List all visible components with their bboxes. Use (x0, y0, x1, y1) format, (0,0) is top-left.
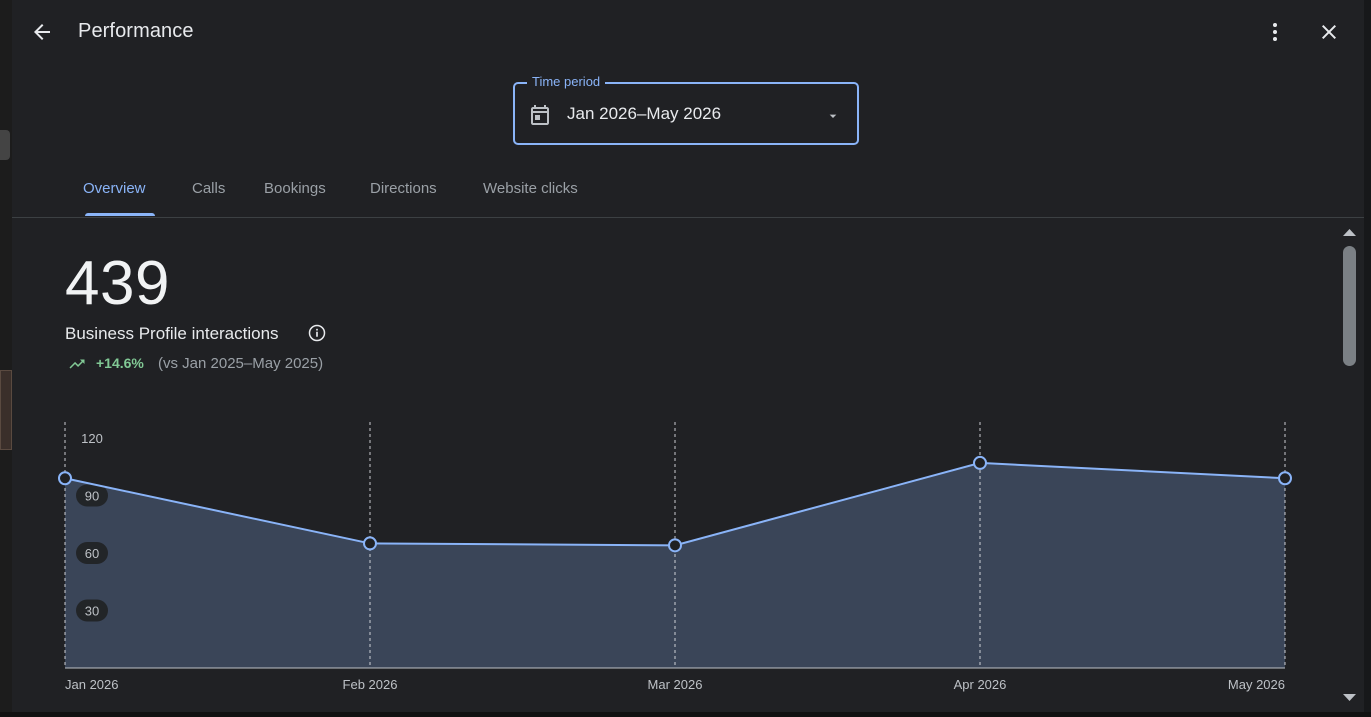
x-tick-label: May 2026 (1228, 677, 1285, 692)
arrow-back-icon (34, 24, 50, 40)
data-point (1278, 471, 1292, 486)
performance-dialog: Performance Time period Jan 2026–May 202… (12, 0, 1364, 712)
scroll-up-arrow-icon[interactable] (1335, 222, 1364, 242)
y-tick-label: 90 (85, 489, 99, 504)
change-percent: +14.6% (96, 355, 144, 371)
y-tick-label-bg (76, 484, 108, 507)
tab-calls[interactable]: Calls (192, 180, 226, 197)
y-tick-label: 60 (85, 546, 99, 561)
active-tab-indicator (85, 213, 155, 216)
tab-directions[interactable]: Directions (370, 180, 437, 197)
trending-up-icon (69, 359, 85, 369)
more-vert-icon (1273, 23, 1277, 41)
y-tick-label: 30 (85, 604, 99, 619)
time-period-label: Time period (527, 74, 606, 89)
comparison-period: (vs Jan 2025–May 2025) (158, 355, 324, 372)
back-button[interactable] (22, 12, 62, 52)
area-fill (65, 462, 1285, 668)
data-point (973, 455, 987, 470)
background-element (0, 130, 10, 160)
data-point (668, 538, 682, 553)
x-tick-label: Feb 2026 (343, 677, 398, 692)
close-icon (1322, 25, 1336, 39)
time-period-value: Jan 2026–May 2026 (567, 104, 722, 123)
y-tick-label-bg (76, 599, 108, 622)
overview-panel: 439 Business Profile interactions +14.6%… (12, 218, 1334, 712)
tabs-divider (12, 217, 1364, 218)
more-options-button[interactable] (1255, 12, 1295, 52)
scrollbar[interactable] (1335, 218, 1364, 712)
x-tick-label: Apr 2026 (954, 677, 1007, 692)
calendar-icon (531, 105, 549, 125)
background-app-edge (0, 0, 12, 717)
dialog-header: Performance (12, 0, 1364, 64)
interactions-chart: 120 90 60 30 Jan 2026 Feb 2026 Mar 2026 Apr 202… (58, 422, 1292, 692)
y-tick-label: 120 (81, 431, 103, 446)
scroll-down-arrow-icon[interactable] (1335, 688, 1364, 708)
interactions-total: 439 (65, 249, 170, 318)
tab-overview[interactable]: Overview (83, 180, 146, 197)
page-title: Performance (78, 20, 194, 42)
tab-bookings[interactable]: Bookings (264, 180, 326, 197)
y-tick-label-bg (76, 542, 108, 564)
tab-website-clicks[interactable]: Website clicks (483, 180, 578, 197)
data-point (58, 471, 72, 486)
x-tick-label: Mar 2026 (648, 677, 703, 692)
info-icon[interactable] (307, 323, 327, 343)
background-taskbar-edge (0, 712, 1371, 717)
x-tick-label: Jan 2026 (65, 677, 119, 692)
time-period-select[interactable]: Time period Jan 2026–May 2026 (513, 74, 859, 145)
background-element (0, 370, 12, 450)
arrow-drop-down-icon (829, 114, 837, 118)
metric-label: Business Profile interactions (65, 324, 279, 343)
data-point (363, 536, 377, 551)
scroll-thumb[interactable] (1343, 246, 1356, 366)
close-button[interactable] (1309, 12, 1349, 52)
